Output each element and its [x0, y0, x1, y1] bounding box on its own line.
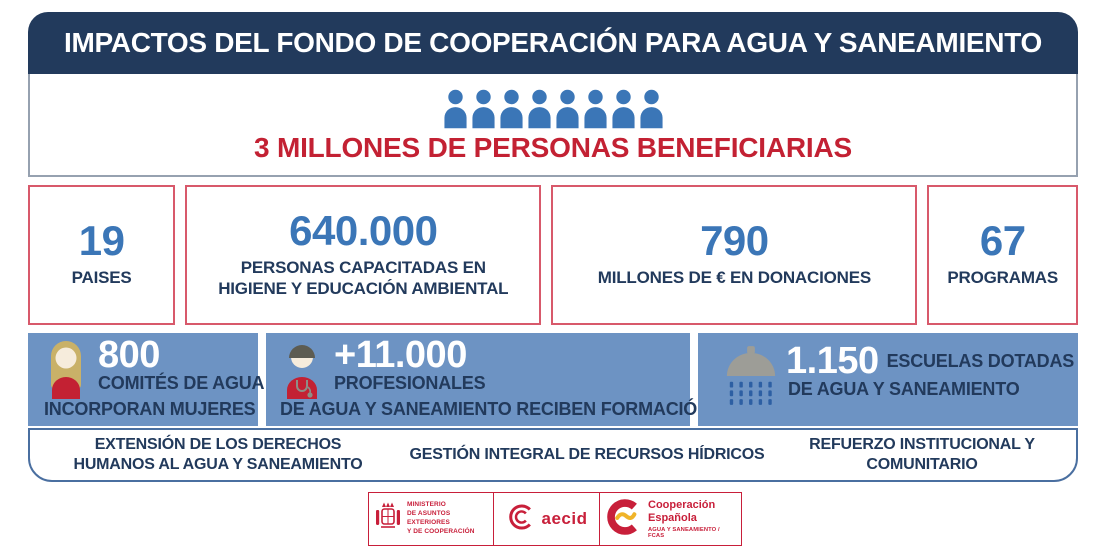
band-label-line1: PROFESIONALES: [334, 373, 486, 394]
pillars-bar: EXTENSIÓN DE LOS DERECHOS HUMANOS AL AGU…: [28, 428, 1078, 482]
stat-label: PROGRAMAS: [947, 268, 1058, 288]
band-value: 1.150: [786, 340, 879, 382]
stat-value: 640.000: [289, 206, 438, 254]
woman-icon: [42, 337, 90, 399]
page-title: IMPACTOS DEL FONDO DE COOPERACIÓN PARA A…: [63, 27, 1043, 58]
stat-box-programs: 67 PROGRAMAS: [927, 185, 1078, 325]
cooperacion-espanola-logo-icon: [606, 498, 642, 540]
aecid-label: aecid: [541, 509, 588, 528]
cooperacion-logo-cell: Cooperación Española AGUA Y SANEAMIENTO …: [599, 493, 741, 545]
logos-footer: MINISTERIO DE ASUNTOS EXTERIORES Y DE CO…: [368, 492, 742, 546]
stat-value: 67: [979, 217, 1026, 265]
cooperacion-subtitle: AGUA Y SANEAMIENTO / FCAS: [648, 526, 720, 539]
band-label-line1: COMITÉS DE AGUA: [98, 373, 265, 394]
stat-value: 790: [700, 217, 769, 265]
health-professional-icon: [278, 337, 326, 399]
stat-label: PAISES: [71, 268, 132, 288]
person-icon: [555, 89, 580, 129]
ministry-logo-cell: MINISTERIO DE ASUNTOS EXTERIORES Y DE CO…: [369, 493, 493, 545]
spain-coat-of-arms-icon: [375, 499, 401, 540]
band-label-line1: ESCUELAS DOTADAS: [886, 350, 1075, 371]
band-item-water-committees: 800 COMITÉS DE AGUA INCORPORAN MUJERES: [28, 333, 265, 426]
pillar-water-resources: GESTIÓN INTEGRAL DE RECURSOS HÍDRICOS: [409, 446, 765, 463]
band-label-line2: DE AGUA Y SANEAMIENTO: [788, 379, 1020, 400]
highlight-band: 800 COMITÉS DE AGUA INCORPORAN MUJERES: [28, 333, 1079, 426]
band-label-line2: DE AGUA Y SANEAMIENTO RECIBEN FORMACIÓN: [280, 399, 710, 419]
stat-box-countries: 19 PAISES: [28, 185, 176, 325]
person-icon: [471, 89, 496, 129]
pillar-human-rights: EXTENSIÓN DE LOS DERECHOS HUMANOS AL AGU…: [73, 436, 363, 473]
beneficiaries-headline: 3 MILLONES DE PERSONAS BENEFICIARIAS: [254, 132, 852, 163]
header-banner: IMPACTOS DEL FONDO DE COOPERACIÓN PARA A…: [28, 12, 1078, 74]
person-icon: [527, 89, 552, 129]
stat-label: PERSONAS CAPACITADAS EN HIGIENE Y EDUCAC…: [218, 257, 509, 298]
person-icon: [499, 89, 524, 129]
person-icon: [443, 89, 468, 129]
person-icon: [611, 89, 636, 129]
ministry-label: MINISTERIO DE ASUNTOS EXTERIORES Y DE CO…: [407, 501, 475, 535]
band-label-line2: INCORPORAN MUJERES: [44, 399, 256, 419]
shower-icon: [724, 343, 778, 407]
beneficiaries-panel: 3 MILLONES DE PERSONAS BENEFICIARIAS: [28, 74, 1078, 177]
pillar-institutional: REFUERZO INSTITUCIONAL Y COMUNITARIO: [809, 436, 1035, 473]
band-value: 800: [98, 334, 160, 376]
person-icon: [639, 89, 664, 129]
band-value: +11.000: [334, 334, 467, 376]
stat-label: MILLONES DE € EN DONACIONES: [597, 268, 871, 288]
people-icons-row: [443, 89, 664, 129]
band-item-schools: 1.150 ESCUELAS DOTADAS DE AGUA Y SANEAMI…: [698, 333, 1079, 426]
cooperacion-name: Cooperación Española: [648, 499, 716, 524]
stat-box-trained-people: 640.000 PERSONAS CAPACITADAS EN HIGIENE …: [185, 185, 542, 325]
stat-value: 19: [78, 217, 125, 265]
aecid-logo-cell: aecid: [493, 493, 599, 545]
person-icon: [583, 89, 608, 129]
stat-box-donations: 790 MILLONES DE € EN DONACIONES: [551, 185, 918, 325]
aecid-logo-icon: [506, 502, 536, 537]
band-item-professionals: +11.000 PROFESIONALES DE AGUA Y SANEAMIE…: [266, 333, 710, 426]
stats-row: 19 PAISES 640.000 PERSONAS CAPACITADAS E…: [28, 185, 1078, 325]
